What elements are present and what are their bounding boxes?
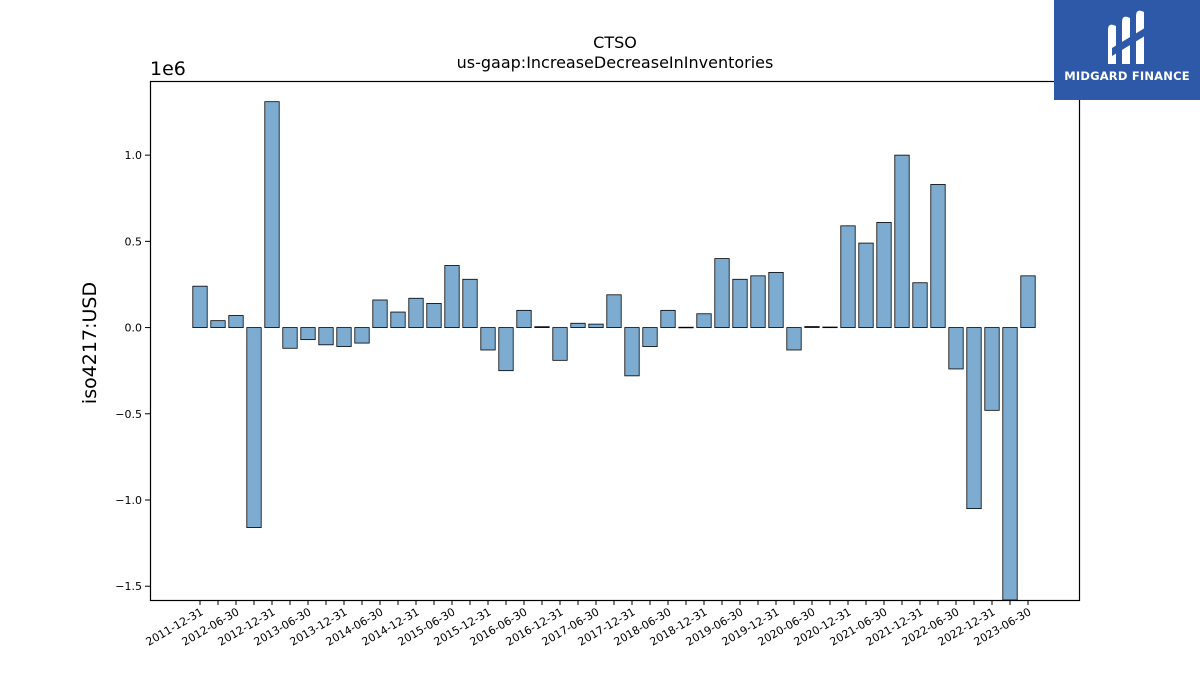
bar-2015-06-30: [444, 265, 460, 328]
y-axis-ticks: −1.5 −1.0 −0.5 0.0 0.5 1.0: [115, 149, 150, 593]
bar-2015-12-31: [480, 327, 496, 351]
bar-2017-06-30: [588, 323, 604, 328]
bar-2012-06-30: [228, 315, 244, 328]
bar-2021-06-30: [876, 221, 892, 328]
bar-2012-03-31: [210, 320, 226, 328]
y-axis-label: iso4217:USD: [79, 282, 101, 404]
bar-2013-03-31: [282, 327, 298, 349]
bar-2020-09-30: [822, 326, 838, 329]
plot-frame: [149, 80, 1081, 602]
bar-2016-03-31: [498, 327, 514, 372]
bar-2017-12-31: [624, 327, 640, 377]
bar-2022-12-31: [984, 327, 1000, 411]
bar-2013-12-31: [336, 327, 352, 347]
midgard-finance-logo: MIDGARD FINANCE: [1054, 0, 1200, 100]
bar-2020-03-31: [786, 327, 802, 351]
bar-2023-06-30: [1020, 275, 1036, 328]
bar-2014-06-30: [372, 299, 388, 328]
bar-2019-03-31: [714, 258, 730, 328]
bar-2015-03-31: [426, 303, 442, 328]
bar-2014-12-31: [408, 297, 424, 328]
y-tick-label: −1.5: [115, 580, 142, 593]
bar-2021-03-31: [858, 242, 874, 328]
bar-2014-03-31: [354, 327, 370, 344]
bar-2017-03-31: [570, 322, 586, 328]
bar-2014-09-30: [390, 311, 406, 328]
y-tick-label: −0.5: [115, 408, 142, 421]
chart-title: CTSO: [593, 33, 637, 52]
bar-2011-12-31: [192, 285, 208, 328]
y-tick-label: −1.0: [115, 494, 142, 507]
bar-2013-09-30: [318, 327, 334, 346]
chart-subtitle: us-gaap:IncreaseDecreaseInInventories: [457, 53, 774, 72]
y-tick-label: 0.0: [125, 322, 143, 335]
bar-2021-09-30: [894, 154, 910, 328]
bar-2017-09-30: [606, 294, 622, 328]
logo-text: MIDGARD FINANCE: [1064, 69, 1190, 83]
bar-2020-12-31: [840, 225, 856, 328]
bars-group: [192, 101, 1036, 601]
midgard-logo-icon: [1108, 10, 1148, 65]
bar-2020-06-30: [804, 326, 820, 328]
bar-2015-09-30: [462, 278, 478, 328]
bar-2019-09-30: [750, 275, 766, 328]
bar-2022-03-31: [930, 184, 946, 328]
bar-2018-09-30: [678, 326, 694, 329]
y-tick-label: 0.5: [125, 235, 143, 248]
bar-2021-12-31: [912, 282, 928, 328]
y-tick-label: 1.0: [125, 149, 143, 162]
x-axis-ticks: 2011-12-312012-06-302012-12-312013-06-30…: [144, 600, 1034, 649]
bar-2016-12-31: [552, 327, 568, 361]
bar-2018-06-30: [660, 309, 676, 328]
bar-2012-09-30: [246, 327, 262, 528]
bar-2019-06-30: [732, 278, 748, 328]
bar-2022-06-30: [948, 327, 964, 370]
bar-2013-06-30: [300, 327, 316, 341]
bar-2022-09-30: [966, 327, 982, 510]
bar-2012-12-31: [264, 101, 280, 328]
y-offset-label: 1e6: [150, 58, 186, 80]
bar-2019-12-31: [768, 271, 784, 328]
bar-2016-06-30: [516, 309, 532, 328]
bar-2023-03-31: [1002, 327, 1018, 601]
bar-2018-03-31: [642, 327, 658, 347]
bar-2016-09-30: [534, 326, 550, 328]
bar-2018-12-31: [696, 313, 712, 328]
